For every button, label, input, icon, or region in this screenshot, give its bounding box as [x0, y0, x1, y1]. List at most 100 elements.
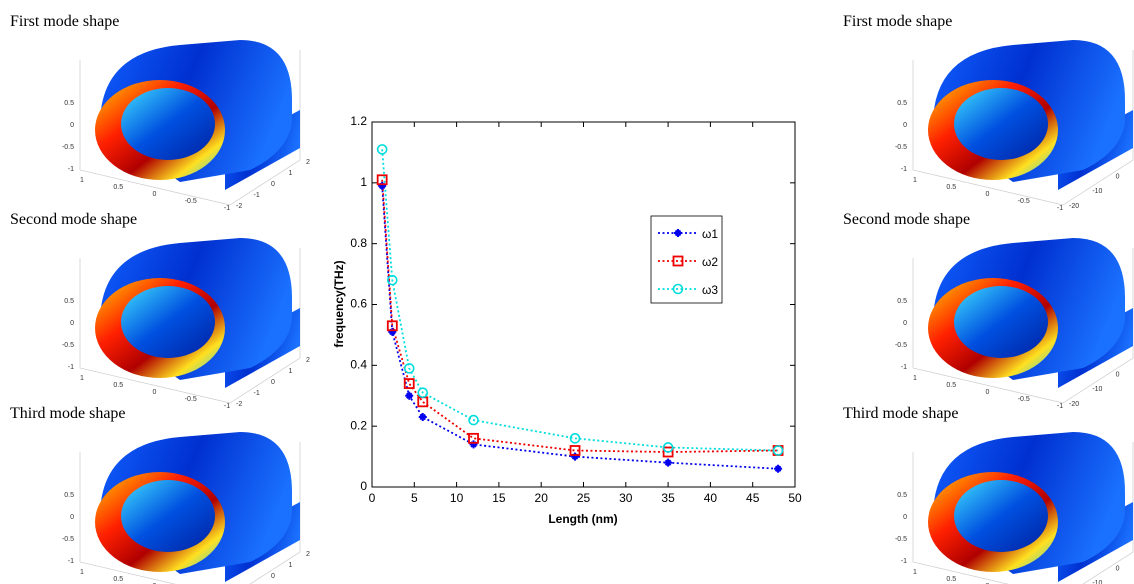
x-tick-label: -1 — [1057, 403, 1063, 410]
z-tick-label: -0.5 — [895, 342, 907, 349]
z-tick-label: -1 — [68, 166, 74, 173]
x-tick-label: -1 — [224, 403, 230, 410]
z-tick-label: 0 — [70, 514, 74, 521]
x-tick-label: 0 — [986, 389, 990, 396]
mode-panel: First mode shape 0.5 0 -0.5 -1 1 0.5 0 -0.5 -1 2 1 0… — [10, 13, 310, 212]
marker — [468, 414, 479, 426]
x-tick-label: 1 — [80, 177, 84, 184]
series-line — [381, 185, 779, 470]
mode-panel: Third mode shape0.50-0.5-110.50-0.5-1210… — [10, 405, 310, 584]
z-tick-label: 0.5 — [897, 298, 907, 305]
z-tick-label: -1 — [901, 364, 907, 371]
x-tick-label: 5 — [411, 491, 418, 505]
y-tick-label: 0.2 — [350, 418, 367, 432]
z-tick-label: -0.5 — [895, 144, 907, 151]
x-tick-label: 0.5 — [113, 184, 123, 191]
z-tick-label: -0.5 — [62, 342, 74, 349]
y-tick-label: 0 — [1116, 174, 1120, 181]
y-tick-label: 1 — [360, 175, 367, 189]
mode-panel: Second mode shape0.50-0.5-110.50-0.5-110… — [843, 211, 1134, 410]
mode-panel: First mode shape0.50-0.5-110.50-0.5-1100… — [843, 13, 1134, 212]
x-tick-label: -0.5 — [185, 396, 197, 403]
z-tick-label: 0 — [903, 514, 907, 521]
z-tick-label: 0 — [70, 320, 74, 327]
x-tick-label: 0.5 — [946, 184, 956, 191]
mode-panel: Third mode shape0.50-0.5-110.50-0.5-1100… — [843, 405, 1134, 584]
panel-title: Second mode shape — [843, 211, 970, 228]
z-tick-label: 0.5 — [64, 298, 74, 305]
series-line — [381, 149, 779, 452]
panel-title: Second mode shape — [10, 211, 137, 228]
x-tick-label: 45 — [746, 491, 760, 505]
x-tick-label: -0.5 — [185, 198, 197, 205]
legend-label: ω3 — [702, 283, 718, 297]
y-tick-label: 2 — [306, 159, 310, 166]
mode-panel: Second mode shape 0.5 0 -0.5 -1 1 0.5 0 -0.5 -1 2 1… — [10, 211, 310, 410]
z-tick-label: -0.5 — [895, 536, 907, 543]
z-tick-label: 0.5 — [64, 100, 74, 107]
y-tick-label: -2 — [236, 203, 242, 210]
x-tick-label: 0 — [369, 491, 376, 505]
line-chart: Length (nm) frequency(THz) 0 5 10 15 20 25 30 3… — [332, 114, 802, 526]
y-tick-label: 1 — [289, 170, 293, 177]
y-tick-label: 0.8 — [350, 236, 367, 250]
marker — [664, 458, 673, 467]
x-tick-label: 1 — [913, 569, 917, 576]
y-tick-label: 0 — [271, 379, 275, 386]
marker — [403, 363, 415, 374]
x-tick-label: 0.5 — [113, 382, 123, 389]
x-tick-label: 0 — [153, 583, 157, 584]
x-tick-label: -1 — [224, 205, 230, 212]
x-tick-label: 1 — [80, 569, 84, 576]
z-tick-label: 0.5 — [897, 100, 907, 107]
y-tick-label: 0.4 — [350, 358, 367, 372]
y-tick-label: 1.2 — [350, 114, 367, 128]
z-tick-label: -0.5 — [62, 536, 74, 543]
x-tick-label: 1 — [80, 375, 84, 382]
panel-title: Third mode shape — [843, 405, 959, 422]
x-tick-label: 40 — [704, 491, 718, 505]
x-axis-label: Length (nm) — [548, 512, 617, 526]
y-tick-label: 0 — [1116, 566, 1120, 573]
z-tick-label: 0.5 — [897, 492, 907, 499]
y-tick-label: -1 — [254, 192, 260, 199]
x-tick-label: 10 — [450, 491, 464, 505]
y-tick-label: 0 — [271, 573, 275, 580]
y-tick-label: -20 — [1069, 203, 1079, 210]
x-tick-label: 30 — [619, 491, 633, 505]
panel-title: First mode shape — [843, 13, 952, 30]
marker — [418, 413, 427, 422]
marker — [662, 442, 674, 453]
x-tick-label: 0 — [986, 191, 990, 198]
y-tick-label: 1 — [289, 562, 293, 569]
marker — [662, 446, 674, 458]
x-tick-label: 0 — [986, 583, 990, 584]
x-tick-label: -0.5 — [1018, 396, 1030, 403]
marker — [403, 378, 415, 389]
z-tick-label: -1 — [68, 364, 74, 371]
y-tick-label: 0 — [271, 181, 275, 188]
marker — [672, 283, 684, 295]
marker — [772, 445, 784, 456]
marker — [674, 229, 682, 237]
y-tick-label: -10 — [1092, 188, 1102, 195]
mode-shape-surface — [79, 431, 301, 584]
mode-shape-surface — [79, 237, 301, 404]
marker — [468, 432, 479, 444]
y-axis-label: frequency(THz) — [332, 260, 346, 347]
marker — [378, 181, 387, 190]
legend-label: ω2 — [702, 255, 718, 269]
x-tick-label: 0.5 — [946, 576, 956, 583]
x-tick-label: 35 — [661, 491, 675, 505]
z-tick-label: 0 — [903, 320, 907, 327]
y-tick-label: -1 — [254, 390, 260, 397]
y-tick-label: 2 — [306, 357, 310, 364]
legend-label: ω1 — [702, 227, 718, 241]
y-tick-label: 1 — [289, 368, 293, 375]
marker — [376, 144, 388, 155]
z-tick-label: 0 — [70, 122, 74, 129]
x-tick-label: 0 — [153, 191, 157, 198]
x-tick-label: 25 — [577, 491, 591, 505]
y-tick-label: -10 — [1092, 580, 1102, 584]
